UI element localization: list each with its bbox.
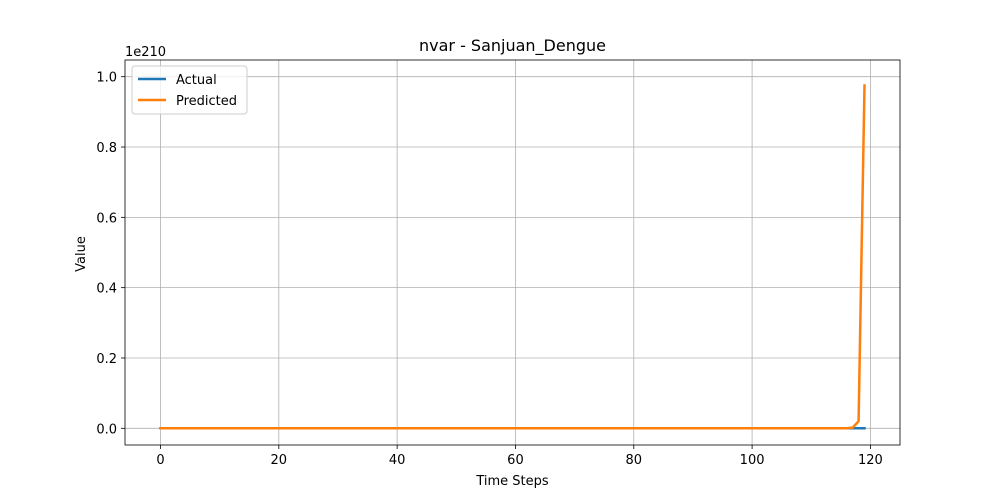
x-tick-label: 20 <box>271 453 288 468</box>
legend-label-predicted: Predicted <box>176 94 237 109</box>
legend: Actual Predicted <box>131 65 248 115</box>
y-tick-label: 0.8 <box>96 141 117 156</box>
chart-title: nvar - Sanjuan_Dengue <box>419 36 606 56</box>
y-tick-label: 0.2 <box>96 352 117 367</box>
x-tick-label: 100 <box>740 453 765 468</box>
x-axis-title: Time Steps <box>475 474 549 489</box>
series-line-predicted <box>159 84 866 430</box>
x-tick-label: 0 <box>156 453 164 468</box>
x-tick-label: 60 <box>507 453 524 468</box>
x-tick-label: 80 <box>626 453 643 468</box>
legend-label-actual: Actual <box>176 73 217 88</box>
y-axis-title: Value <box>74 236 89 272</box>
axis-ticks: 0 20 40 60 80 100 120 0.0 0.2 0.4 0.6 0.8 1.0 <box>96 71 883 468</box>
y-tick-label: 0.4 <box>96 282 117 297</box>
plot-lines <box>159 84 866 430</box>
y-tick-label: 0.0 <box>96 422 117 437</box>
plot-frame <box>124 59 901 446</box>
y-tick-label: 0.6 <box>96 211 117 226</box>
y-axis-offset-label: 1e210 <box>125 45 166 60</box>
x-tick-label: 40 <box>389 453 406 468</box>
x-tick-label: 120 <box>858 453 883 468</box>
y-tick-label: 1.0 <box>96 71 117 86</box>
